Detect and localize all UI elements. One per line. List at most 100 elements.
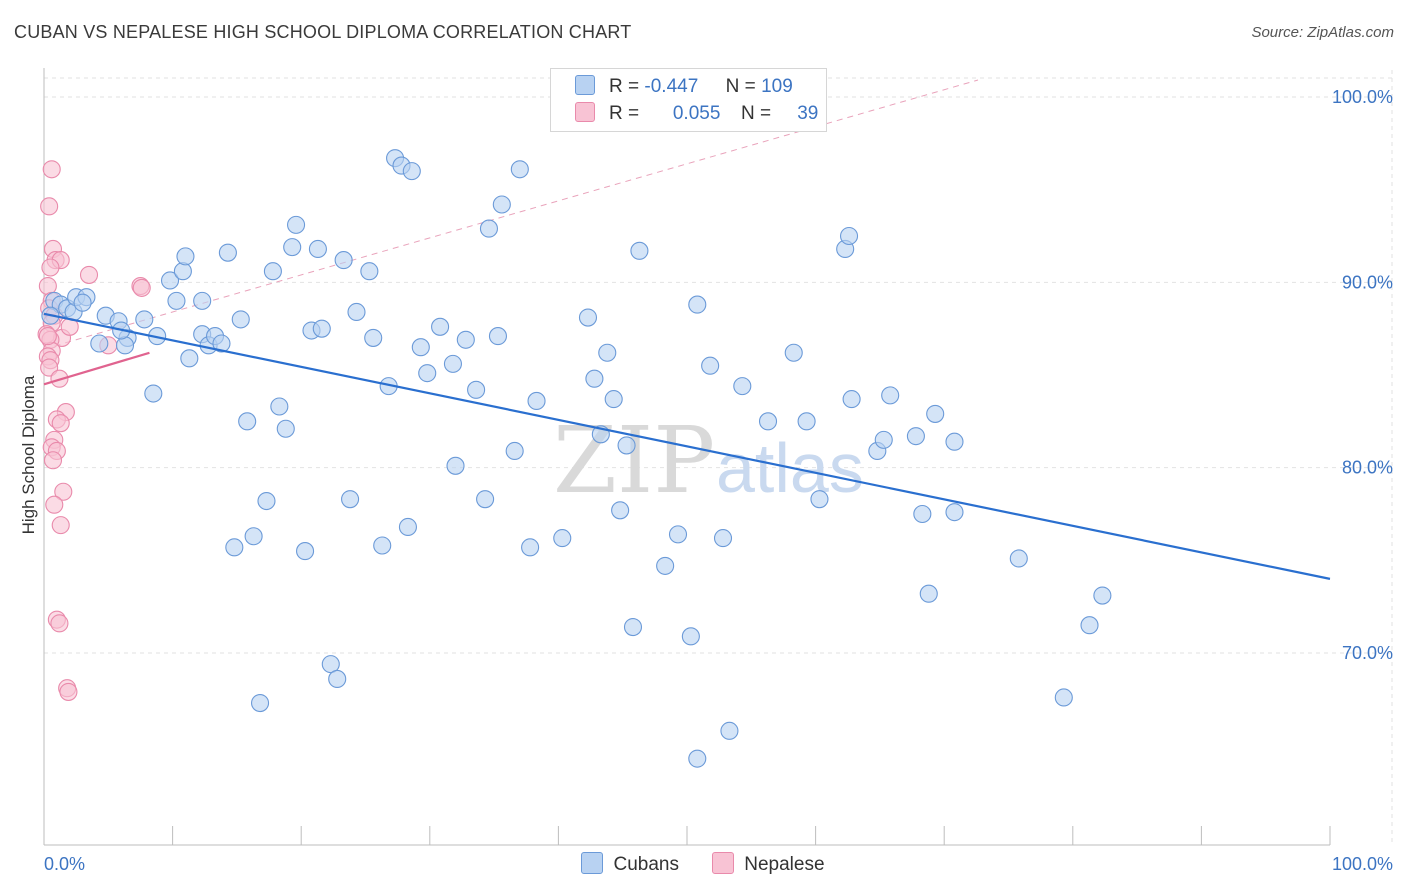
cuban-point [784, 343, 803, 362]
nepalese-trend-line [43, 351, 150, 386]
series-legend-cubans: Cubans [581, 852, 679, 876]
cuban-point [681, 627, 700, 646]
cuban-point [193, 291, 212, 310]
cuban-point [296, 542, 315, 561]
nepalese-point [59, 682, 78, 701]
nepalese-point [38, 327, 57, 346]
cuban-point [598, 343, 617, 362]
legend-n-label: N = [740, 103, 772, 124]
cuban-point [553, 529, 572, 548]
legend-r-label: R = [609, 76, 640, 97]
cuban-point [231, 310, 250, 329]
cuban-point [250, 693, 270, 713]
series-name-nepalese: Nepalese [744, 854, 825, 875]
cuban-point [334, 251, 353, 270]
cuban-point [456, 330, 475, 349]
cuban-point [270, 397, 289, 416]
nepalese-legend-swatch [712, 852, 735, 874]
source-note: Source: ZipAtlas.com [1251, 24, 1394, 41]
cuban-point [347, 302, 366, 322]
cubans-legend-swatch [581, 852, 604, 874]
cuban-point [476, 490, 495, 509]
cuban-point [373, 536, 392, 555]
nepalese-point [41, 258, 60, 277]
cuban-point [257, 491, 276, 511]
legend-row-cubans: R = -0.447 N = 109 [575, 75, 793, 99]
cuban-point [176, 247, 195, 266]
diagonal-reference-line [43, 79, 979, 350]
cuban-point [874, 430, 893, 449]
cuban-point [115, 336, 135, 355]
trend-lines [43, 312, 1331, 580]
cuban-point [521, 538, 540, 557]
cuban-point [617, 436, 636, 455]
cuban-point [1093, 586, 1112, 605]
x-tick-label-right: 100.0% [1332, 854, 1393, 874]
cuban-point [720, 721, 739, 740]
stats-legend: R = -0.447 N = 109 R = 0.055 N = 39 [550, 68, 827, 132]
cuban-point [688, 295, 707, 314]
cuban-point [668, 525, 688, 544]
chart-title: CUBAN VS NEPALESE HIGH SCHOOL DIPLOMA CO… [14, 22, 632, 42]
cuban-point [238, 412, 257, 431]
legend-n-value-nepalese: 39 [797, 103, 819, 124]
cuban-point [135, 310, 154, 329]
cuban-point [733, 377, 752, 396]
cubans-points [41, 149, 1112, 768]
cubans-trend-line [43, 312, 1331, 580]
cuban-point [160, 271, 180, 290]
nepalese-point [40, 358, 59, 377]
cuban-point [611, 501, 630, 520]
cuban-point [402, 162, 421, 181]
series-name-cubans: Cubans [613, 854, 679, 875]
cuban-point [144, 384, 163, 403]
cuban-point [797, 412, 816, 431]
cuban-point [881, 386, 900, 405]
cuban-point [713, 529, 733, 548]
cuban-point [578, 308, 598, 327]
legend-r-value-cubans: -0.447 [644, 76, 699, 97]
cubans-swatch [575, 75, 595, 95]
x-tick-label-left: 0.0% [44, 854, 85, 874]
cuban-point [263, 262, 282, 281]
series-legend-nepalese: Nepalese [712, 852, 825, 876]
series-legend: Cubans Nepalese [0, 852, 1406, 876]
cuban-point [418, 364, 437, 383]
cuban-point [364, 328, 383, 347]
axes [43, 68, 1331, 846]
cuban-point [276, 419, 295, 438]
cuban-point [945, 432, 964, 451]
cuban-point [926, 404, 945, 423]
y-tick-label: 80.0% [1342, 458, 1393, 478]
cuban-point [842, 390, 861, 409]
cuban-point [656, 556, 675, 575]
cuban-point [479, 219, 499, 238]
cuban-point [328, 669, 347, 688]
cuban-point [73, 293, 92, 312]
cuban-point [623, 618, 643, 637]
nepalese-point [51, 414, 70, 433]
nepalese-point [132, 278, 151, 297]
nepalese-point [45, 495, 64, 514]
cuban-point [360, 262, 379, 281]
cuban-point [467, 380, 486, 399]
nepalese-point [40, 197, 59, 216]
cuban-point [810, 490, 829, 509]
tick-labels: 100.0% 90.0% 80.0% 70.0% 0.0% 100.0% [44, 87, 1393, 874]
cuban-point [505, 441, 524, 461]
legend-row-nepalese: R = 0.055 N = 39 [575, 102, 818, 126]
legend-n-value-cubans: 109 [761, 76, 793, 97]
cuban-point [398, 517, 417, 537]
legend-r-label: R = [609, 103, 640, 124]
cuban-point [212, 334, 231, 353]
y-tick-label: 70.0% [1342, 643, 1393, 663]
cuban-point [90, 334, 109, 353]
y-tick-label: 90.0% [1342, 272, 1393, 292]
nepalese-point [42, 160, 61, 179]
cuban-point [919, 584, 938, 603]
cuban-point [446, 456, 465, 475]
cuban-point [218, 243, 237, 262]
cuban-point [906, 427, 925, 446]
legend-r-value-nepalese: 0.055 [672, 103, 721, 124]
